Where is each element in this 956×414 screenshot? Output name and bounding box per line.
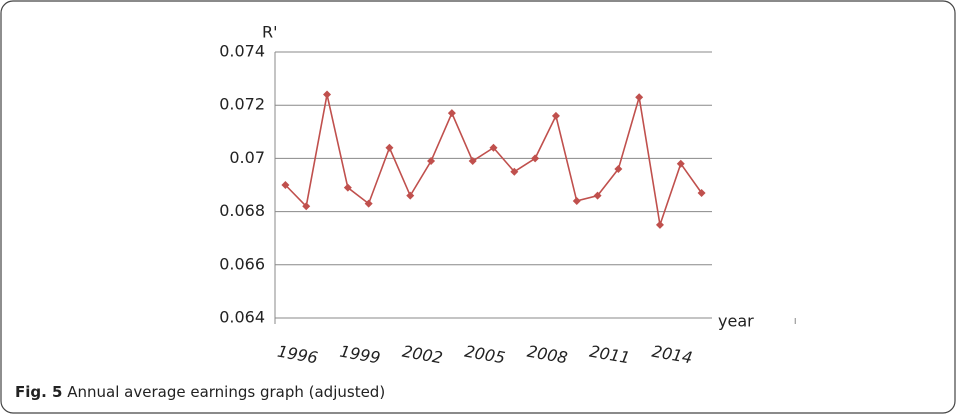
data-point <box>385 143 394 152</box>
data-point <box>531 154 540 163</box>
data-point <box>364 199 373 208</box>
data-point <box>593 191 602 200</box>
y-tick-label: 0.074 <box>219 42 265 61</box>
data-point <box>635 93 644 102</box>
y-axis-label: R' <box>262 23 278 42</box>
y-tick-label: 0.064 <box>219 308 265 327</box>
data-point <box>614 165 623 174</box>
data-point <box>489 143 498 152</box>
data-point <box>302 202 311 211</box>
caption-text: Annual average earnings graph (adjusted) <box>67 383 385 401</box>
y-tick-label: 0.07 <box>229 148 265 167</box>
x-tick-label: 1996 <box>276 342 319 368</box>
x-tick-label: 2014 <box>651 342 694 368</box>
caption-label: Fig. 5 <box>15 383 62 401</box>
data-point <box>281 181 290 189</box>
data-point <box>676 159 685 168</box>
y-tick-label: 0.068 <box>219 201 265 220</box>
x-tick-label: 2011 <box>588 342 631 368</box>
data-point <box>655 220 664 229</box>
data-point <box>572 196 581 205</box>
caption: Fig. 5 Annual average earnings graph (ad… <box>15 383 385 401</box>
data-point <box>427 157 436 166</box>
x-axis-label: year <box>718 312 754 331</box>
data-point <box>343 183 352 192</box>
data-point <box>551 111 560 120</box>
data-point <box>447 109 456 118</box>
series-line <box>284 94 703 226</box>
data-point <box>406 191 415 200</box>
y-tick-label: 0.066 <box>219 254 265 273</box>
x-tick-label: 2008 <box>526 342 569 368</box>
data-point <box>468 157 477 166</box>
data-point <box>510 167 519 176</box>
x-tick-label: 2002 <box>401 342 444 368</box>
data-point <box>323 90 332 99</box>
data-point <box>697 188 706 197</box>
x-tick-label: 1999 <box>338 342 381 368</box>
y-tick-label: 0.072 <box>219 95 265 114</box>
x-tick-label: 2005 <box>463 342 506 368</box>
